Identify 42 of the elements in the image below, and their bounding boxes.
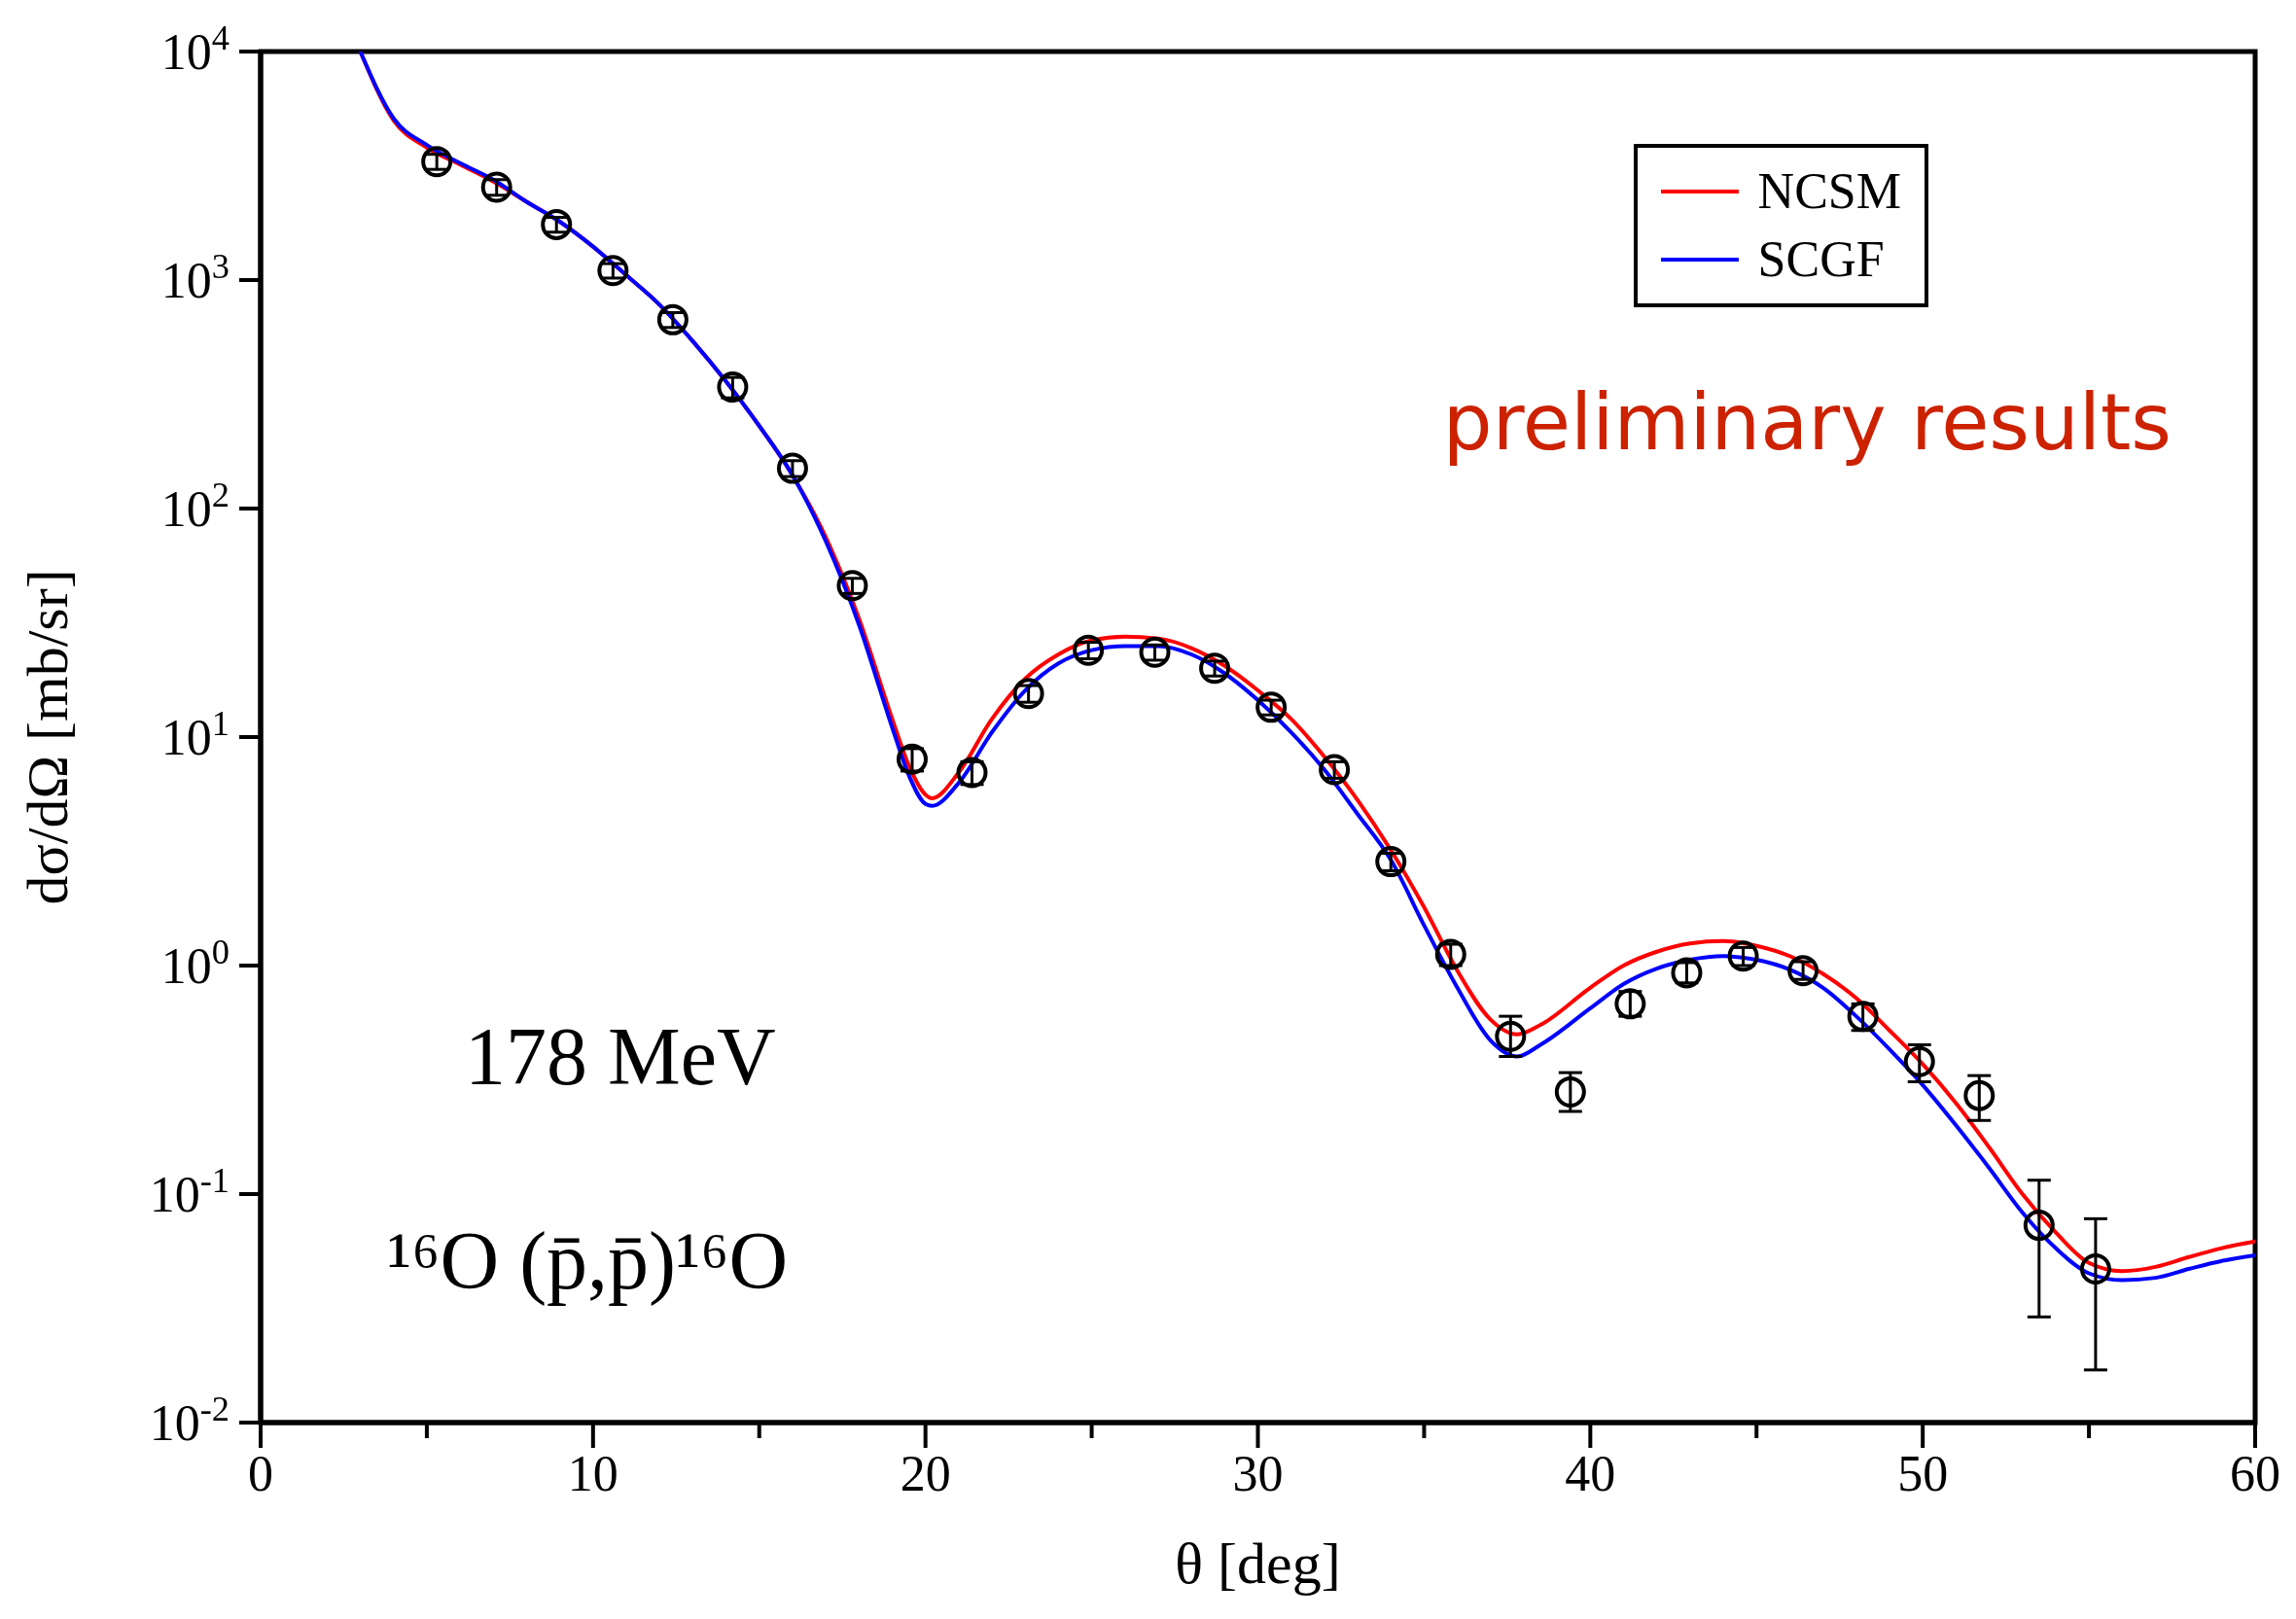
x-tick-label: 50	[1897, 1446, 1949, 1501]
annotation: preliminary results	[1442, 377, 2172, 468]
point	[1787, 955, 1819, 987]
point	[1554, 1075, 1586, 1108]
y-tick-label: 10$^{0}$	[160, 933, 230, 994]
legend-label: SCGF	[1757, 230, 1885, 289]
legend-label: NCSM	[1757, 162, 1901, 221]
x-tick-label: 30	[1232, 1446, 1284, 1501]
point	[656, 303, 689, 335]
point	[1073, 634, 1105, 666]
point	[1012, 678, 1044, 710]
point	[1319, 754, 1351, 786]
point	[1139, 636, 1171, 668]
x-tick-label: 60	[2230, 1446, 2280, 1501]
point	[776, 452, 808, 484]
point	[597, 255, 629, 287]
point	[1495, 1020, 1527, 1052]
x-tick-label: 40	[1565, 1446, 1616, 1501]
y-axis-title: dσ/dΩ [mb/sr]	[16, 569, 81, 905]
annotation: ¹⁶O (p̄,p̄)¹⁶O	[387, 1214, 789, 1308]
point	[1963, 1079, 1996, 1111]
y-tick-label: 10$^{2}$	[160, 475, 230, 537]
point	[541, 208, 573, 240]
point	[836, 570, 868, 602]
point	[1903, 1045, 1935, 1077]
x-tick-label: 0	[248, 1446, 273, 1501]
y-tick-label: 10$^{4}$	[160, 18, 230, 80]
x-axis-title: θ [deg]	[1175, 1531, 1341, 1596]
point	[2023, 1210, 2055, 1242]
annotation: 178 MeV	[465, 1010, 776, 1104]
point	[2079, 1253, 2111, 1285]
point	[480, 171, 512, 203]
point	[1375, 846, 1407, 878]
x-tick-label: 10	[567, 1446, 618, 1501]
y-tick-label: 10$^{3}$	[160, 247, 230, 308]
point	[1255, 691, 1288, 723]
y-tick-label: 10$^{-1}$	[149, 1161, 230, 1222]
point	[1199, 652, 1231, 685]
y-tick-label: 10$^{-2}$	[149, 1390, 230, 1451]
point	[421, 146, 453, 178]
x-tick-label: 20	[900, 1446, 951, 1501]
y-tick-label: 10$^{1}$	[160, 704, 230, 765]
